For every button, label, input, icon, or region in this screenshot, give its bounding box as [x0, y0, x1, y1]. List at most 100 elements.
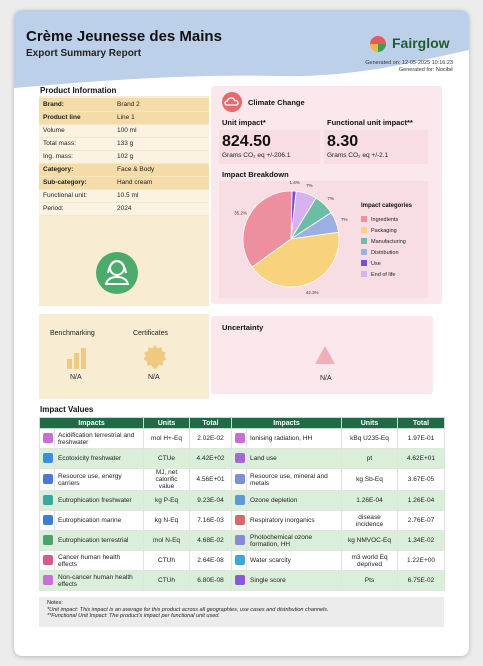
pie-slice-ingredients	[242, 190, 293, 268]
legend-title: Impact categories	[361, 203, 413, 209]
impact-icon-cell	[39, 468, 55, 491]
impact-breakdown-title: Impact Breakdown	[222, 170, 289, 179]
info-key: Category:	[39, 163, 113, 177]
info-value: 133 g	[113, 137, 209, 151]
impact-total: 4.68E-02	[189, 530, 232, 551]
info-value: Line 1	[113, 111, 209, 125]
impact-total: 1.26E-04	[397, 490, 445, 511]
info-key: Sub-category:	[39, 176, 113, 190]
impact-total: 2.64E-08	[189, 550, 232, 571]
impact-total: 2.76E-07	[397, 510, 445, 531]
table-row: Non-cancer human health effects CTUh 6.80E…	[39, 570, 445, 591]
fish-icon	[43, 452, 53, 463]
impact-icon-cell	[231, 510, 247, 531]
benchmark-card	[39, 314, 209, 399]
pie-data-label: 7%	[341, 217, 348, 222]
impact-name: Water scarcity	[246, 550, 342, 571]
impact-total: 9.23E-04	[189, 490, 232, 511]
land-icon	[235, 452, 245, 463]
impact-unit: 1.26E-04	[341, 490, 398, 511]
unit-impact-label: Unit impact*	[222, 118, 266, 127]
impact-unit: mol N-Eq	[143, 530, 190, 551]
impact-icon-cell	[39, 510, 55, 531]
impact-unit: pt	[341, 448, 398, 469]
smog-icon	[235, 534, 245, 545]
info-key: Brand:	[39, 98, 113, 112]
sigma-icon	[235, 574, 245, 585]
acid-icon	[43, 432, 53, 443]
radiation-icon	[235, 432, 245, 443]
legend-item: Ingredients	[361, 216, 398, 224]
info-value: 2024	[113, 202, 209, 216]
impact-total: 3.67E-05	[397, 468, 445, 491]
impact-unit: mol H+-Eq	[143, 428, 190, 449]
notes-box: Notes: *Unit impact: This impact is an a…	[39, 597, 444, 627]
info-row: Ing. mass: 102 g	[39, 150, 209, 164]
legend-label: Distribution	[371, 250, 399, 256]
col-units: Units	[143, 417, 190, 429]
impact-name: Resource use, mineral and metals	[246, 468, 342, 491]
unit-impact-unit: Grams CO₂ eq +/-206.1	[222, 152, 291, 159]
benchmarking-value: N/A	[70, 374, 82, 381]
pie-data-label: 35.2%	[234, 210, 247, 215]
impact-total: 7.16E-03	[189, 510, 232, 531]
info-value: Hand cream	[113, 176, 209, 190]
product-info-table: Brand: Brand 2 Product line Line 1 Volume 1…	[39, 98, 209, 216]
impact-unit: CTUh	[143, 550, 190, 571]
impact-name: Acidification terrestrial and freshwater	[54, 428, 144, 449]
impact-values-table: Impacts Units Total Impacts Units Total …	[39, 417, 445, 591]
impact-icon-cell	[39, 530, 55, 551]
impact-unit: CTUh	[143, 570, 190, 591]
impact-name: Eutrophication marine	[54, 510, 144, 531]
functional-impact-unit: Grams CO₂ eq +/-2.1	[327, 152, 389, 159]
leaf-icon	[43, 534, 53, 545]
unit-impact-box	[219, 130, 320, 164]
impact-total: 6.75E-02	[397, 570, 445, 591]
logo-text: Fairglow	[392, 35, 450, 51]
impact-icon-cell	[231, 468, 247, 491]
impact-unit: kg N-Eq	[143, 510, 190, 531]
impact-name: Cancer human health effects	[54, 550, 144, 571]
legend-swatch	[361, 238, 367, 244]
brand-logo: Fairglow	[368, 34, 458, 58]
pie-data-label: 7%	[327, 196, 334, 201]
notes-title: Notes:	[47, 600, 63, 606]
pie-slice-packaging	[251, 231, 340, 288]
impact-name: Eutrophication freshwater	[54, 490, 144, 511]
energy-icon	[43, 473, 53, 484]
col-total-2: Total	[397, 417, 445, 429]
impact-icon-cell	[231, 530, 247, 551]
pie-data-label: 1.4%	[290, 181, 300, 185]
water-scarcity-icon	[235, 554, 245, 565]
impact-total: 6.80E-08	[189, 570, 232, 591]
impact-unit: MJ, net calorific value	[143, 468, 190, 491]
legend-swatch	[361, 271, 367, 277]
pie-data-label: 7%	[306, 183, 313, 188]
impact-values-title: Impact Values	[40, 405, 94, 414]
table-row: Cancer human health effects CTUh 2.64E-08 W…	[39, 550, 445, 571]
info-key: Functional unit:	[39, 189, 113, 203]
impact-icon-cell	[231, 570, 247, 591]
certificates-value: N/A	[148, 374, 160, 381]
legend-item: Packaging	[361, 227, 397, 235]
info-row: Functional unit: 10.5 ml	[39, 189, 209, 203]
benchmarking-label: Benchmarking	[50, 330, 95, 337]
info-row: Sub-category: Hand cream	[39, 176, 209, 190]
impact-icon-cell	[39, 570, 55, 591]
legend-label: End of life	[371, 272, 396, 278]
legend-swatch	[361, 216, 367, 222]
table-row: Eutrophication terrestrial mol N-Eq 4.68E-…	[39, 530, 445, 551]
col-impacts-2: Impacts	[231, 417, 342, 429]
impact-unit: kg Sb-Eq	[341, 468, 398, 491]
impact-name: Non-cancer human health effects	[54, 570, 144, 591]
impact-icon-cell	[39, 550, 55, 571]
impact-total: 4.56E+01	[189, 468, 232, 491]
impact-total: 4.62E+01	[397, 448, 445, 469]
impact-icon-cell	[231, 490, 247, 511]
impact-total: 1.34E-02	[397, 530, 445, 551]
ozone-icon	[235, 494, 245, 505]
legend-item: Manufacturing	[361, 238, 406, 246]
legend-label: Packaging	[371, 228, 397, 234]
info-value: 102 g	[113, 150, 209, 164]
functional-impact-label: Functional unit impact**	[327, 118, 413, 127]
